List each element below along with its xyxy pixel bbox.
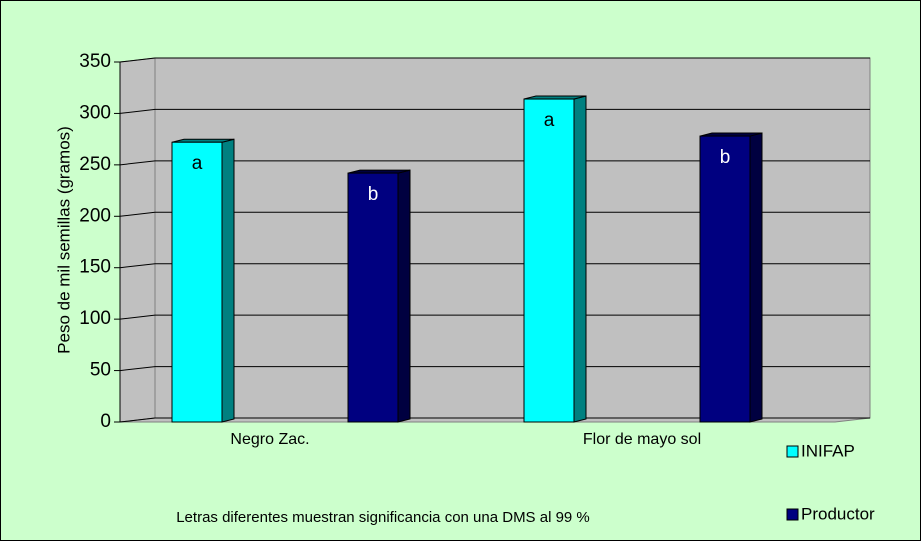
y-tick-label: 150	[79, 257, 111, 278]
y-axis-label: Peso de mil semillas (gramos)	[54, 126, 73, 354]
legend-swatch	[786, 445, 799, 458]
note: Letras diferentes muestran significancia…	[176, 509, 590, 526]
bar-side	[749, 132, 763, 423]
bar	[347, 172, 399, 423]
grid-line	[119, 211, 870, 217]
y-tick-label: 250	[79, 154, 111, 175]
back-wall	[154, 57, 871, 419]
bar	[523, 98, 575, 423]
bar-letter: b	[720, 147, 731, 168]
y-tick-label: 300	[79, 102, 111, 123]
bar-letter: a	[192, 153, 203, 174]
legend-swatch	[786, 508, 799, 521]
grid-line	[119, 57, 870, 63]
grid-line	[119, 417, 870, 423]
y-tick-label: 200	[79, 205, 111, 226]
y-tick-label: 50	[90, 360, 111, 381]
grid-line	[119, 108, 870, 114]
bar-side	[221, 138, 235, 423]
y-tick-label: 100	[79, 308, 111, 329]
bar	[171, 141, 223, 423]
grid-line	[119, 314, 870, 320]
bar-side	[397, 169, 411, 423]
x-tick-label: Flor de mayo sol	[583, 431, 701, 448]
bar-letter: b	[368, 184, 379, 205]
bar-letter: a	[544, 110, 555, 131]
grid-line	[119, 160, 870, 166]
bar	[699, 135, 751, 423]
y-tick-label: 350	[79, 51, 111, 72]
bar-side	[573, 95, 587, 423]
grid-line	[119, 263, 870, 269]
legend-label: INIFAP	[801, 441, 855, 460]
legend-label: Productor	[801, 504, 875, 523]
grid-line	[119, 366, 870, 372]
x-tick-label: Negro Zac.	[230, 431, 309, 448]
y-tick-label: 0	[100, 411, 111, 432]
